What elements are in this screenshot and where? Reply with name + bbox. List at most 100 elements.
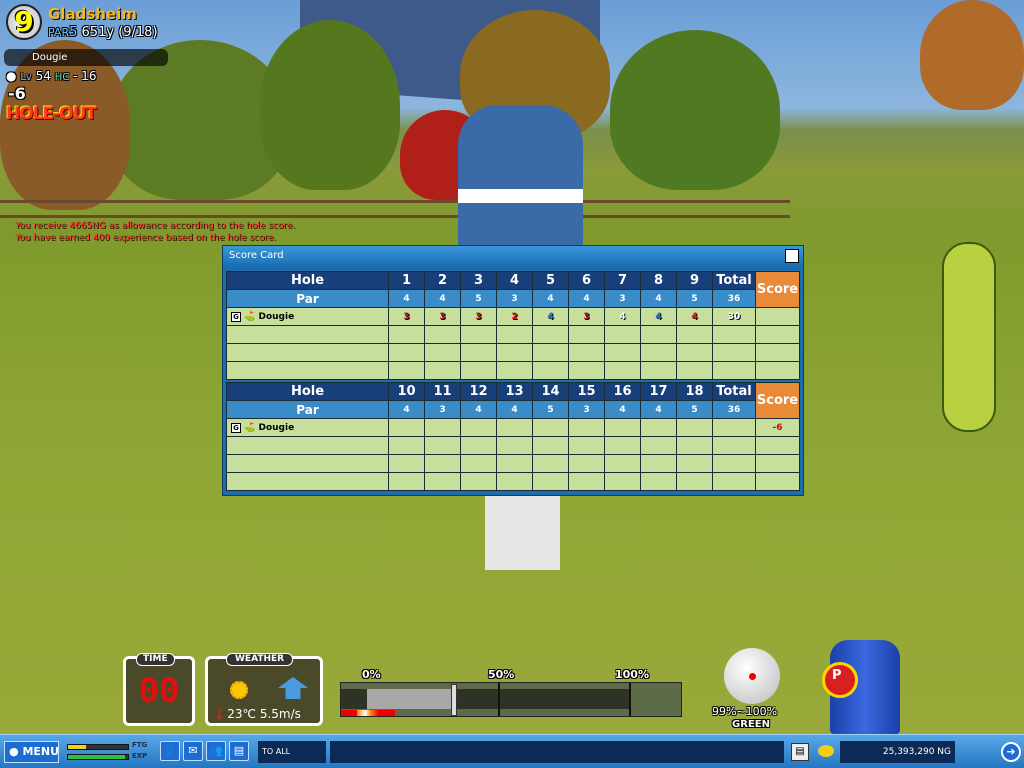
empty-cell: [568, 325, 605, 344]
player-name: Dougie: [258, 422, 295, 433]
hole-label: Hole: [226, 382, 389, 401]
menu-button[interactable]: ● MENU: [4, 741, 59, 763]
empty-cell: [532, 454, 569, 473]
profile-icon[interactable]: 👤: [160, 741, 180, 761]
tree: [0, 40, 130, 210]
empty-cell: [532, 472, 569, 491]
notes-icon[interactable]: ▤: [229, 741, 249, 761]
score-card-titlebar[interactable]: Score Card X: [223, 246, 803, 266]
empty-cell: [226, 343, 389, 362]
empty-player-row: [226, 436, 800, 455]
bottom-bar: ● MENU FTG EXP 👤 ✉ 👥 ▤ TO ALL ▤ 25,393,2…: [0, 734, 1024, 768]
total-strokes: 30: [712, 307, 756, 326]
par-value: 5: [532, 400, 569, 419]
hole-score: [676, 418, 713, 437]
exp-fill: [68, 755, 125, 759]
thermometer-icon: 🌡: [212, 707, 228, 721]
hole-number: 2: [424, 271, 461, 290]
empty-cell: [604, 361, 641, 380]
empty-cell: [496, 472, 533, 491]
club-selector-button[interactable]: P: [822, 662, 858, 698]
par-value: 4: [388, 400, 425, 419]
empty-cell: [532, 361, 569, 380]
empty-cell: [568, 361, 605, 380]
weather-label: WEATHER: [226, 653, 294, 666]
empty-cell: [388, 343, 425, 362]
gauge-tick-label: 100%: [615, 668, 649, 681]
time-value: 00: [138, 671, 180, 711]
mail-icon[interactable]: ✉: [183, 741, 203, 761]
empty-cell: [676, 325, 713, 344]
score-value: [755, 307, 800, 326]
hole-score: [496, 418, 533, 437]
par-label: Par: [226, 400, 389, 419]
player-row: G ⛳ Dougie 3 3 3 2 4 3 4 4 4 30: [226, 307, 800, 326]
chat-history-button[interactable]: ▤: [791, 743, 809, 761]
hole-row: Hole 1 2 3 4 5 6 7 8 9 Total Score: [226, 271, 800, 308]
empty-cell: [640, 472, 677, 491]
club-icon: ⛳: [244, 422, 256, 433]
handicap-value: - 16: [73, 69, 97, 83]
hole-score: [388, 418, 425, 437]
hole-score: 2: [496, 307, 533, 326]
chat-input[interactable]: [330, 741, 784, 763]
hole-score-display: -6: [8, 84, 26, 103]
hole-out-banner: HOLE-OUT: [6, 104, 97, 124]
empty-cell: [712, 472, 756, 491]
golf-ball-icon: [724, 648, 780, 704]
impact-zone: [341, 710, 395, 716]
chat-target-select[interactable]: TO ALL: [258, 741, 326, 763]
par-value: 3: [568, 400, 605, 419]
empty-cell: [640, 325, 677, 344]
tree: [610, 30, 780, 190]
hole-row: Hole 10 11 12 13 14 15 16 17 18 Total Score: [226, 382, 800, 419]
par-value: 4: [532, 289, 569, 308]
hole-number: 3: [460, 271, 497, 290]
par-value: 5: [676, 289, 713, 308]
score-card-title: Score Card: [229, 250, 284, 261]
hole-number: 13: [496, 382, 533, 401]
hole-score: 4: [604, 307, 641, 326]
player-row: G ⛳ Dougie -6: [226, 418, 800, 437]
hole-score: [532, 418, 569, 437]
gauge-handle[interactable]: [451, 684, 457, 716]
hole-score: [604, 418, 641, 437]
hole-score: 4: [676, 307, 713, 326]
wind-arrow-icon: [278, 677, 308, 699]
empty-cell: [676, 472, 713, 491]
hole-number: 4: [496, 271, 533, 290]
empty-cell: [712, 343, 756, 362]
tree: [920, 0, 1024, 110]
hole-number: 7: [604, 271, 641, 290]
rank-icon: G: [231, 311, 241, 322]
score-header: Score: [755, 271, 800, 308]
weather-readout: 🌡23℃ 5.5m/s: [212, 707, 301, 721]
empty-cell: [640, 454, 677, 473]
time-label: TIME: [136, 653, 175, 666]
hole-number: 9: [676, 271, 713, 290]
empty-cell: [388, 454, 425, 473]
lie-accuracy: 99%~100%: [712, 705, 778, 718]
friends-icon[interactable]: 👥: [206, 741, 226, 761]
hole-number: 18: [676, 382, 713, 401]
hole-number: 10: [388, 382, 425, 401]
empty-cell: [676, 361, 713, 380]
system-message: You receive 4665NG as allowance accordin…: [15, 221, 296, 231]
hole-score: [640, 418, 677, 437]
level-row: ● Lv 54 HC - 16: [6, 69, 97, 85]
exit-button[interactable]: ➜: [1001, 742, 1021, 762]
hole-score: 3: [460, 307, 497, 326]
empty-cell: [226, 454, 389, 473]
total-label: Total: [712, 382, 756, 401]
empty-cell: [424, 472, 461, 491]
power-gauge[interactable]: [340, 682, 682, 717]
hole-score: 3: [388, 307, 425, 326]
empty-cell: [755, 454, 800, 473]
total-strokes: [712, 418, 756, 437]
impact-point-icon: [749, 673, 756, 680]
score-value: -6: [755, 418, 800, 437]
empty-cell: [460, 343, 497, 362]
player-name-cell: G ⛳ Dougie: [226, 307, 389, 326]
close-button[interactable]: X: [785, 249, 799, 263]
empty-cell: [604, 325, 641, 344]
